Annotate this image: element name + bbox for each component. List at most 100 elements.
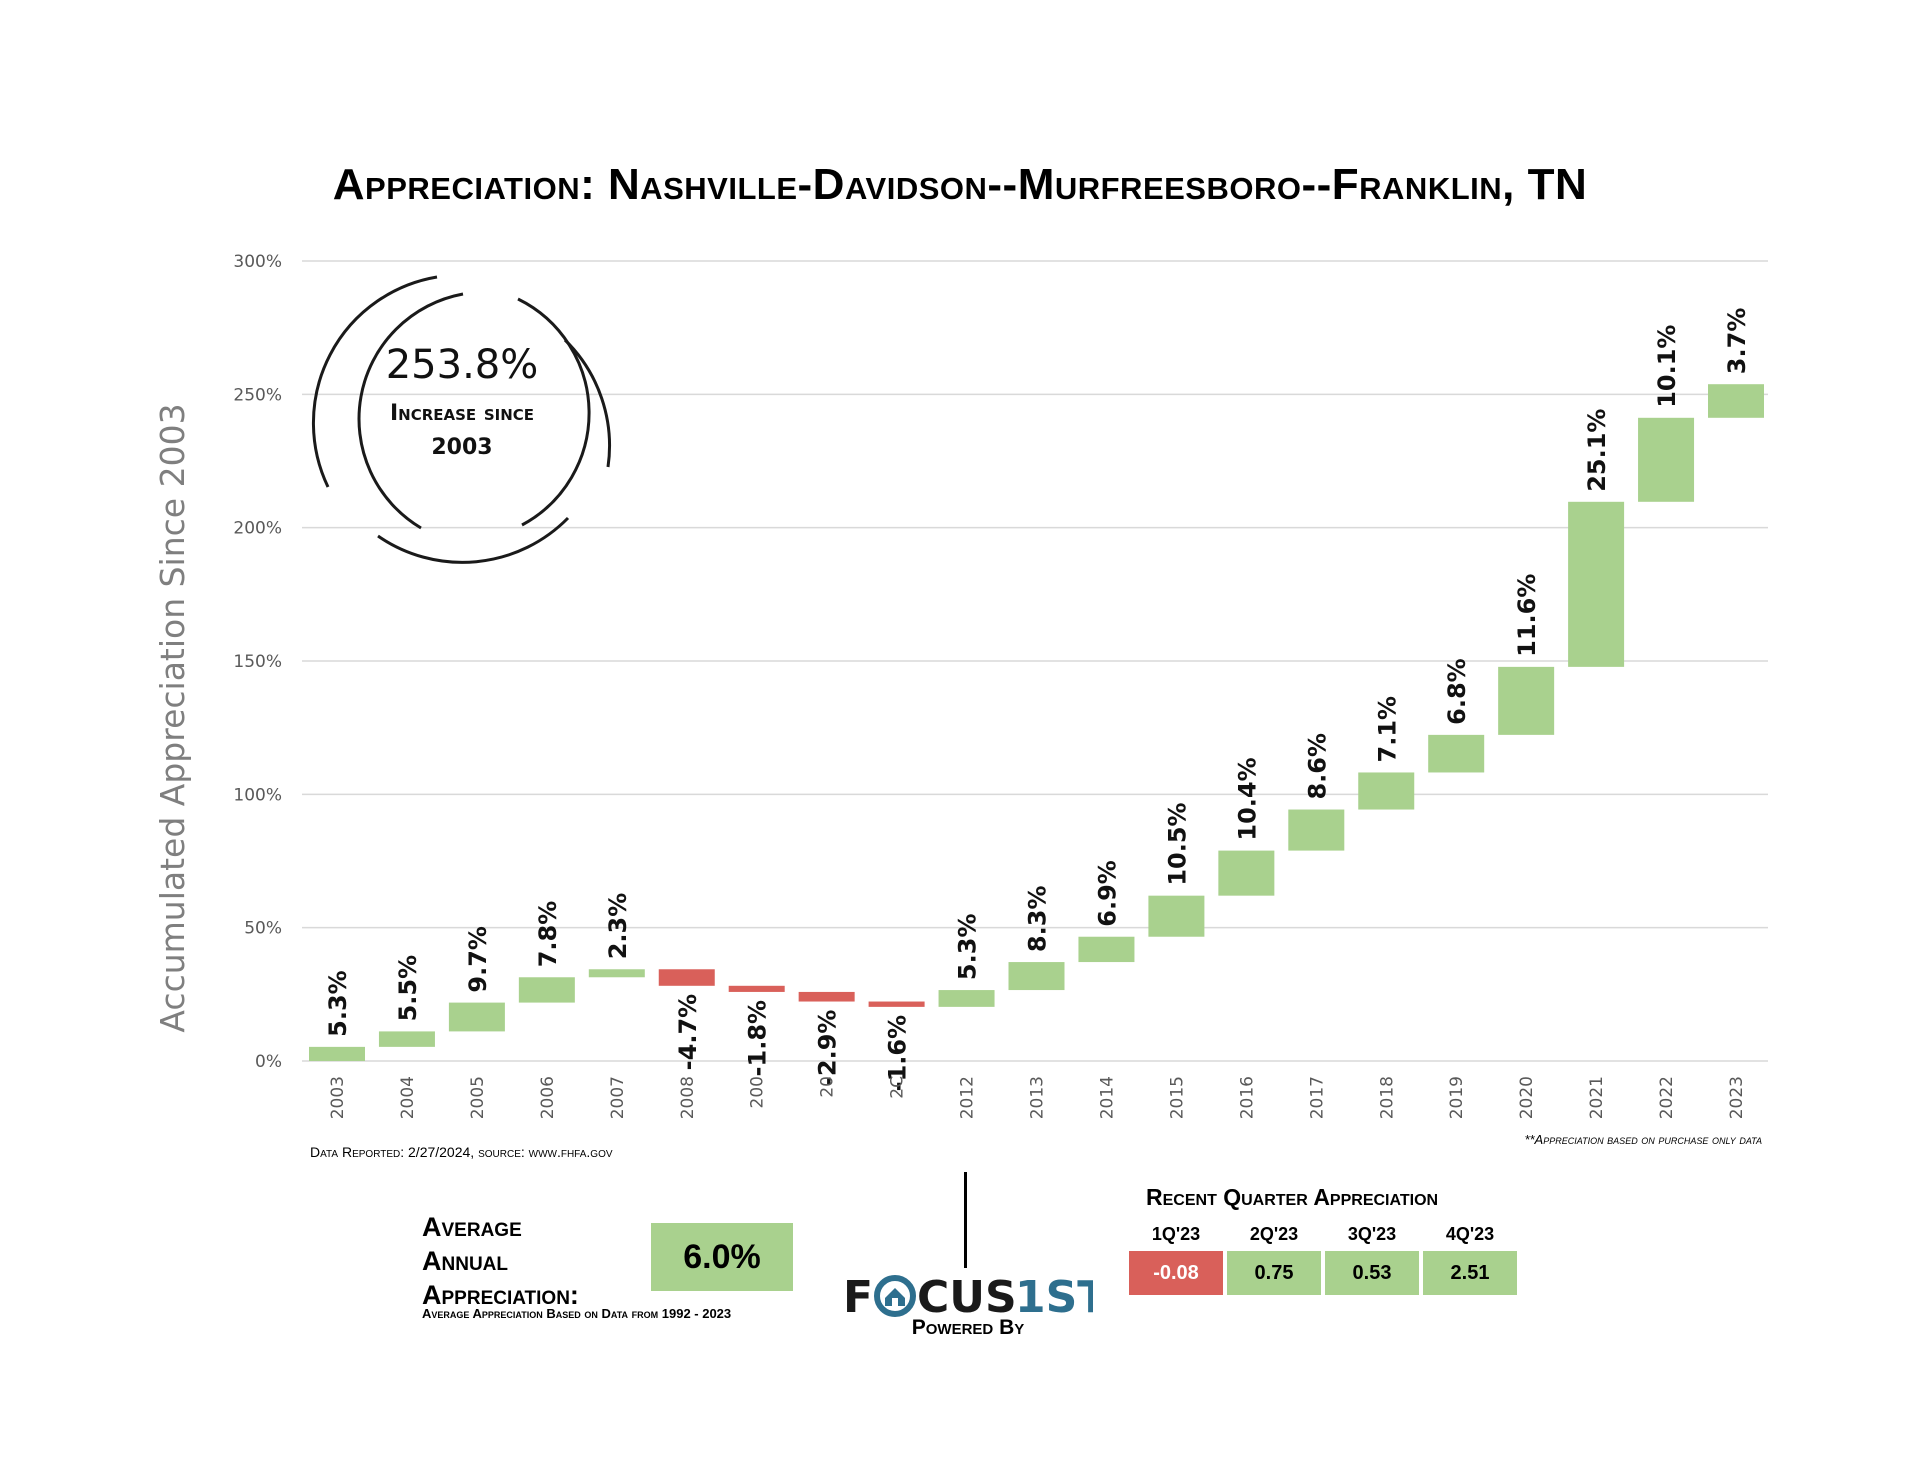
bar-value-label: -1.6% <box>884 1015 912 1092</box>
bar-2007 <box>588 969 645 978</box>
x-tick-label: 2016 <box>1237 1076 1257 1119</box>
logo-divider <box>964 1172 967 1268</box>
x-tick-label: 2015 <box>1167 1076 1187 1119</box>
bar-2009 <box>728 985 785 992</box>
badge-line1: Increase since <box>390 401 534 426</box>
average-label-line2: Annual <box>422 1246 508 1276</box>
bar-2015 <box>1148 895 1205 937</box>
badge-value: 253.8% <box>386 342 539 388</box>
bar-2008 <box>658 969 715 986</box>
waterfall-chart: 0% 50% 100% 150% 200% 250% 300% 5.3% 5.5% 9.7% 7.… <box>153 252 1768 1119</box>
y-axis-ticks: 0% 50% 100% 150% 200% 250% 300% <box>233 252 282 1072</box>
badge-ring-outer-left <box>311 275 438 488</box>
bar-2003 <box>309 1046 365 1061</box>
x-tick-label: 2C <box>888 1076 908 1099</box>
y-tick-label: 300% <box>233 252 282 272</box>
bar-value-label: 7.1% <box>1373 696 1401 763</box>
recent-quarter-title: Recent Quarter Appreciation <box>1146 1184 1439 1210</box>
quarter-value-box: 0.53 <box>1325 1251 1419 1295</box>
bar-2021 <box>1568 501 1625 667</box>
x-tick-label: 2013 <box>1028 1076 1048 1119</box>
x-tick-label: 2022 <box>1657 1076 1677 1119</box>
powered-by-label: Powered By <box>911 1316 1025 1339</box>
x-tick-label: 2005 <box>468 1076 488 1119</box>
bar-value-label: 5.3% <box>954 914 982 981</box>
gridlines <box>302 260 1768 1062</box>
bar-value-label: 8.3% <box>1024 886 1052 953</box>
x-tick-label: 20 <box>818 1076 838 1098</box>
purchase-only-note: **Appreciation based on purchase only da… <box>1524 1132 1762 1147</box>
x-tick-label: 2006 <box>538 1076 558 1119</box>
focus1st-logo: F CUS 1ST <box>843 1272 1093 1322</box>
bar-value-label: 3.7% <box>1723 308 1751 375</box>
quarter-label: 3Q'23 <box>1347 1224 1397 1244</box>
bar-value-label: -4.7% <box>674 994 702 1071</box>
data-reported-note: Data Reported: 2/27/2024, source: www.fh… <box>310 1144 613 1160</box>
badge-ring-inner-left <box>357 292 464 530</box>
bar-2012 <box>938 990 995 1007</box>
x-tick-label: 2004 <box>398 1076 418 1119</box>
bar-2014 <box>1078 936 1135 963</box>
x-tick-label: 2020 <box>1517 1076 1537 1119</box>
quarter-label: 1Q'23 <box>1151 1224 1201 1244</box>
x-tick-label: 2012 <box>958 1076 978 1119</box>
quarter-value-box: 2.51 <box>1423 1251 1517 1295</box>
y-axis-label: Accumulated Appreciation Since 2003 <box>153 403 192 1032</box>
y-tick-label: 200% <box>233 519 282 539</box>
bar-value-label: 6.8% <box>1443 658 1471 725</box>
x-axis-ticks: 2003 2004 2005 2006 2007 2008 200 20 2C 2012 2013 2… <box>328 1076 1747 1119</box>
x-tick-label: 2019 <box>1447 1076 1467 1119</box>
quarter-label: 4Q'23 <box>1445 1224 1495 1244</box>
x-tick-label: 2023 <box>1727 1076 1747 1119</box>
average-label-line1: Average <box>422 1212 522 1242</box>
increase-badge: 253.8% Increase since 2003 <box>311 275 612 564</box>
bar-2023 <box>1708 384 1764 418</box>
quarter-value-box: -0.08 <box>1129 1251 1223 1295</box>
logo-letters-1st: 1ST <box>1015 1272 1093 1322</box>
badge-line2: 2003 <box>431 435 492 460</box>
x-tick-label: 2014 <box>1097 1076 1117 1119</box>
x-tick-label: 2003 <box>328 1076 348 1119</box>
bar-value-label: 5.3% <box>324 970 352 1037</box>
x-tick-label: 2008 <box>678 1076 698 1119</box>
bar-2020 <box>1498 666 1555 735</box>
bar-value-label: 25.1% <box>1583 409 1611 492</box>
average-value-box: 6.0% <box>651 1223 793 1291</box>
bar-value-label: 11.6% <box>1513 574 1541 657</box>
bar-2017 <box>1288 809 1345 851</box>
house-icon <box>874 1275 916 1317</box>
x-tick-label: 2017 <box>1307 1076 1327 1119</box>
y-tick-label: 50% <box>244 919 282 939</box>
logo-letter-f: F <box>843 1272 873 1322</box>
y-tick-label: 0% <box>255 1052 282 1072</box>
badge-ring-inner-right <box>517 297 591 527</box>
bar-value-label: 8.6% <box>1303 733 1331 800</box>
bar-2004 <box>378 1031 435 1047</box>
bar-2010 <box>798 991 855 1002</box>
x-tick-label: 2021 <box>1587 1076 1607 1119</box>
y-tick-label: 100% <box>233 785 282 805</box>
logo-letters-cus: CUS <box>917 1272 1017 1322</box>
bar-2022 <box>1638 417 1695 502</box>
bar-labels: 5.3% 5.5% 9.7% 7.8% 2.3% -4.7% -1.8% -2.9% -1.6%… <box>324 308 1751 1092</box>
bar-2018 <box>1358 772 1415 810</box>
bar-value-label: 7.8% <box>534 901 562 968</box>
chart-title: Appreciation: Nashville-Davidson--Murfre… <box>332 160 1588 209</box>
x-tick-label: 2018 <box>1377 1076 1397 1119</box>
badge-ring-outer-bottom <box>377 516 570 564</box>
bar-2019 <box>1428 734 1485 773</box>
bar-2016 <box>1218 850 1275 896</box>
x-tick-label: 200 <box>748 1076 768 1108</box>
quarter-label: 2Q'23 <box>1249 1224 1299 1244</box>
badge-ring-outer-right <box>563 338 612 468</box>
average-label-line3: Appreciation: <box>422 1280 579 1310</box>
bar-2006 <box>518 977 575 1003</box>
average-annual-label: Average Annual Appreciation: <box>422 1210 652 1312</box>
bar-value-label: 10.4% <box>1233 757 1261 840</box>
average-subtitle: Average Appreciation Based on Data from … <box>422 1306 732 1321</box>
bar-2013 <box>1008 962 1065 991</box>
bars <box>309 384 1764 1061</box>
bar-value-label: 5.5% <box>394 955 422 1022</box>
bar-value-label: -1.8% <box>744 1000 772 1077</box>
bar-value-label: 10.1% <box>1653 325 1681 408</box>
